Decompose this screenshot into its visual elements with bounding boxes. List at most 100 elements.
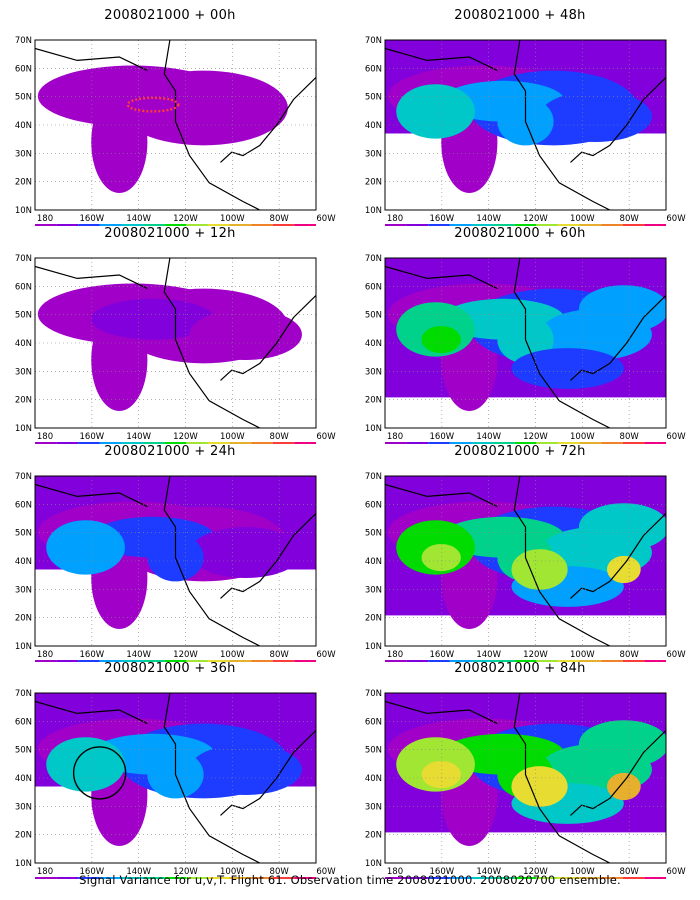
colorbar-swatch xyxy=(536,660,558,662)
lat-tick-label: 60N xyxy=(15,282,32,292)
lon-tick-label: 100W xyxy=(220,432,245,442)
lon-tick-label: 120W xyxy=(173,432,198,442)
lat-tick-label: 40N xyxy=(365,774,382,784)
coastline-alaska xyxy=(385,483,498,508)
colorbar-swatch xyxy=(406,442,429,444)
variance-region xyxy=(46,520,125,575)
colorbar-swatch xyxy=(78,660,100,662)
lat-tick-label: 20N xyxy=(15,396,32,406)
lon-tick-label: 100W xyxy=(570,432,595,442)
colorbar-swatch xyxy=(601,877,623,879)
lon-tick-label: 80W xyxy=(270,432,290,442)
lon-tick-label: 160W xyxy=(430,867,455,877)
variance-region xyxy=(578,503,666,551)
coastline-east xyxy=(220,729,316,816)
coastline-east xyxy=(220,76,316,163)
lat-tick-label: 50N xyxy=(15,529,32,539)
variance-region xyxy=(606,772,641,801)
colorbar-swatch xyxy=(493,442,515,444)
colorbar-swatch xyxy=(514,877,537,879)
variance-map: 70N 60N 50N 40N 30N 20N 10N 180 160W 140W 120W 100W… xyxy=(15,472,336,662)
forecast-map-panel: 2008021000 + 84h 70N 60N 50N 40N 30N 20N 10N 180… xyxy=(350,661,690,879)
lon-tick-label: 120W xyxy=(523,214,548,224)
lat-tick-label: 40N xyxy=(15,121,32,131)
colorbar-swatch xyxy=(406,660,429,662)
lon-tick-label: 180 xyxy=(37,867,53,877)
lat-tick-label: 10N xyxy=(15,642,32,652)
lon-tick-label: 140W xyxy=(126,867,151,877)
lon-tick-label: 160W xyxy=(430,432,455,442)
lat-tick-label: 20N xyxy=(15,178,32,188)
colorbar-swatch xyxy=(143,224,165,226)
lat-tick-label: 40N xyxy=(15,557,32,567)
lon-tick-label: 140W xyxy=(126,432,151,442)
colorbar-swatch xyxy=(78,224,100,226)
lat-tick-label: 20N xyxy=(365,831,382,841)
map-frame xyxy=(384,39,667,211)
panel-title: 2008021000 + 24h xyxy=(104,444,236,459)
coastline-west xyxy=(163,40,261,210)
lon-tick-label: 60W xyxy=(316,214,336,224)
colorbar-swatch xyxy=(406,224,429,226)
colorbar-swatch xyxy=(579,442,602,444)
lon-tick-label: 80W xyxy=(620,214,640,224)
colorbar-swatch xyxy=(449,442,472,444)
lat-tick-label: 20N xyxy=(15,614,32,624)
colorbar-swatch xyxy=(644,224,666,226)
lat-tick-label: 60N xyxy=(365,64,382,74)
lat-tick-label: 20N xyxy=(15,831,32,841)
colorbar-swatch xyxy=(557,877,580,879)
variance-region xyxy=(511,348,624,389)
lon-tick-label: 120W xyxy=(173,867,198,877)
lon-tick-label: 60W xyxy=(666,650,686,660)
colorbar-swatch xyxy=(229,442,252,444)
lat-tick-label: 10N xyxy=(15,859,32,869)
colorbar-swatch xyxy=(229,877,252,879)
lon-tick-label: 100W xyxy=(570,867,595,877)
colorbar-swatch xyxy=(99,224,122,226)
colorbar-swatch xyxy=(78,442,100,444)
lat-tick-label: 20N xyxy=(365,396,382,406)
lat-tick-label: 50N xyxy=(365,93,382,103)
coastline-alaska xyxy=(35,47,148,72)
lon-tick-label: 160W xyxy=(80,650,105,660)
variance-region xyxy=(421,326,461,354)
lon-tick-label: 180 xyxy=(387,214,403,224)
lon-tick-label: 160W xyxy=(430,650,455,660)
lat-tick-label: 10N xyxy=(15,424,32,434)
colorbar-swatch xyxy=(449,877,472,879)
lon-tick-label: 120W xyxy=(173,650,198,660)
variance-region xyxy=(606,555,641,584)
lon-tick-label: 180 xyxy=(387,650,403,660)
figure-caption: Signal Variance for u,v,T. Flight 61. Ob… xyxy=(79,873,621,887)
coastline-west xyxy=(513,40,611,210)
colorbar-swatch xyxy=(471,877,494,879)
colorbar-swatch xyxy=(164,224,187,226)
lon-tick-label: 60W xyxy=(316,650,336,660)
colorbar-swatch xyxy=(493,877,515,879)
lon-tick-label: 120W xyxy=(523,650,548,660)
lon-tick-label: 180 xyxy=(387,432,403,442)
lon-tick-label: 100W xyxy=(220,867,245,877)
colorbar-swatch xyxy=(536,442,558,444)
coastline-alaska xyxy=(385,700,498,725)
colorbar-swatch xyxy=(644,660,666,662)
variance-map: 70N 60N 50N 40N 30N 20N 10N 180 160W 140W 120W 100W… xyxy=(365,472,686,662)
colorbar-swatch xyxy=(35,660,57,662)
colorbar-swatch xyxy=(428,877,450,879)
colorbar-swatch xyxy=(207,877,230,879)
contour-fill-layer xyxy=(35,258,316,428)
colorbar-swatch xyxy=(644,442,666,444)
colorbar-swatch xyxy=(428,442,450,444)
colorbar-swatch xyxy=(35,877,57,879)
coastline-alaska xyxy=(35,700,148,725)
highlight-circle xyxy=(72,746,127,800)
lon-tick-label: 80W xyxy=(270,650,290,660)
lat-tick-label: 50N xyxy=(365,746,382,756)
panel-title: 2008021000 + 84h xyxy=(454,661,586,676)
contour-fill-layer xyxy=(385,258,666,428)
lon-tick-label: 80W xyxy=(620,650,640,660)
lat-tick-label: 30N xyxy=(365,149,382,159)
colorbar-swatch xyxy=(622,442,645,444)
lat-tick-label: 30N xyxy=(15,149,32,159)
